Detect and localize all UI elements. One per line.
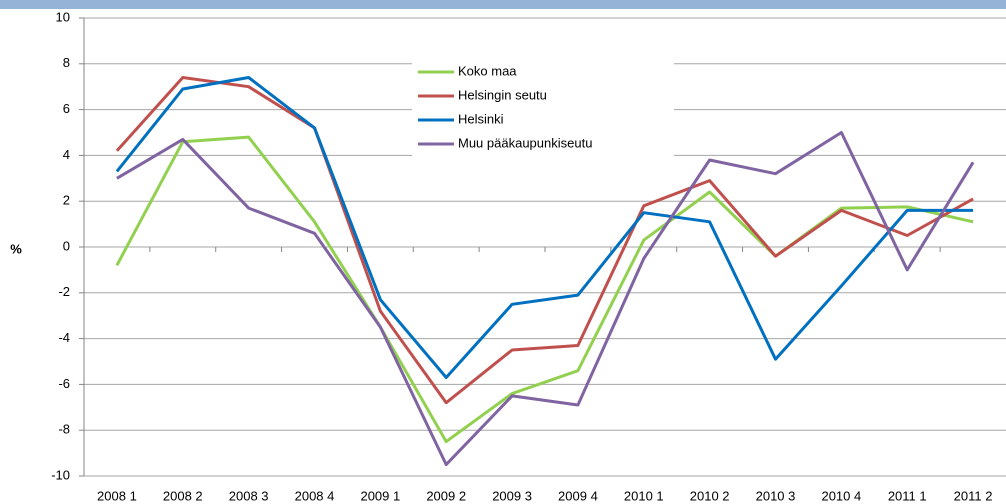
- y-axis-label: %: [10, 241, 22, 256]
- x-tick-label: 2009 2: [426, 488, 466, 503]
- x-tick-label: 2008 4: [295, 488, 335, 503]
- series-line: [115, 135, 974, 444]
- y-tick-label: -10: [51, 467, 70, 482]
- x-tick-label: 2010 3: [756, 488, 796, 503]
- x-tick-label: 2009 3: [492, 488, 532, 503]
- legend-label: Muu pääkaupunkiseutu: [458, 135, 592, 150]
- legend-box: [412, 60, 674, 156]
- y-tick-label: -2: [58, 284, 70, 299]
- x-tick-label: 2008 2: [163, 488, 203, 503]
- series-line: [115, 76, 974, 379]
- y-tick-label: -4: [58, 330, 70, 345]
- x-tick-label: 2009 4: [558, 488, 598, 503]
- x-tick-label: 2010 4: [821, 488, 861, 503]
- legend-label: Koko maa: [458, 63, 517, 78]
- legend-label: Helsingin seutu: [458, 87, 547, 102]
- x-tick-label: 2011 2: [954, 488, 993, 503]
- series-line: [115, 76, 974, 405]
- y-tick-label: 0: [63, 238, 70, 253]
- legend-label: Helsinki: [458, 111, 504, 126]
- x-tick-label: 2011 1: [888, 488, 927, 503]
- y-tick-label: 6: [63, 101, 70, 116]
- top-band: [0, 0, 1006, 9]
- y-tick-label: 8: [63, 55, 70, 70]
- y-tick-label: -6: [58, 376, 70, 391]
- y-tick-label: 2: [63, 193, 70, 208]
- x-tick-label: 2010 1: [624, 488, 664, 503]
- series-line: [116, 131, 975, 467]
- y-tick-label: -8: [58, 422, 70, 437]
- x-tick-label: 2009 1: [360, 488, 400, 503]
- x-tick-label: 2008 3: [229, 488, 269, 503]
- x-tick-label: 2008 1: [97, 488, 137, 503]
- y-tick-label: 10: [56, 9, 70, 24]
- y-tick-label: 4: [63, 147, 70, 162]
- x-tick-label: 2010 2: [690, 488, 730, 503]
